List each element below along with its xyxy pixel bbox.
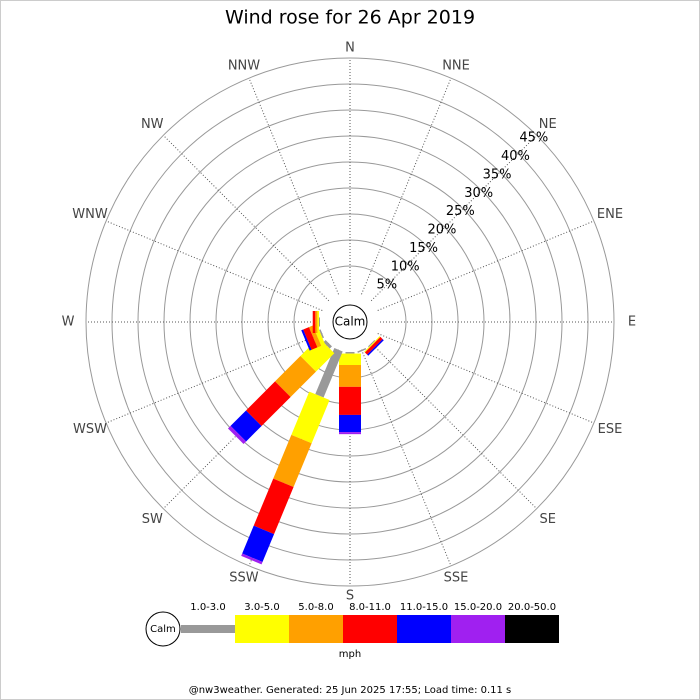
bar-segment [339, 365, 361, 387]
spoke [377, 220, 595, 311]
grid-ring [215, 187, 485, 457]
bar-segment [345, 352, 355, 354]
bar-segment [367, 339, 384, 356]
legend-unit: mph [339, 649, 361, 660]
bar-segment [323, 340, 332, 349]
direction-label: WNW [72, 207, 108, 222]
calm-circle [332, 304, 368, 340]
spoke [162, 134, 330, 302]
direction-label: NNW [228, 59, 260, 74]
direction-label: SW [142, 512, 163, 527]
direction-label: N [345, 41, 355, 56]
bar-segment [339, 386, 361, 415]
spoke [361, 77, 452, 295]
legend-calm-label: Calm [150, 624, 176, 635]
r-tick-label: 40% [501, 149, 530, 164]
legend-swatch [505, 615, 559, 643]
bar-segment [339, 414, 361, 433]
r-tick-label: 10% [391, 259, 420, 274]
grid-ring [85, 57, 615, 587]
legend-swatch [181, 625, 235, 633]
direction-label: ESE [598, 422, 623, 437]
legend-label: 5.0-8.0 [298, 602, 333, 613]
legend-swatch [289, 615, 343, 643]
legend-swatch [451, 615, 505, 643]
footer: @nw3weather. Generated: 25 Jun 2025 17:5… [189, 685, 512, 696]
bar-segment [315, 347, 343, 398]
bar-segment [317, 311, 319, 333]
spoke [370, 342, 538, 510]
legend-label: 1.0-3.0 [190, 602, 225, 613]
bar-segment [242, 525, 275, 562]
direction-label: W [62, 315, 75, 330]
direction-label: NW [141, 117, 164, 132]
spoke [370, 134, 538, 302]
bar-segment [273, 434, 312, 488]
bar-segment [227, 425, 247, 445]
bar-segment [319, 329, 325, 339]
bar-segment [312, 311, 316, 333]
bar-segment [364, 336, 381, 353]
spoke [105, 333, 323, 424]
direction-label: NE [539, 117, 557, 132]
r-tick-label: 30% [464, 186, 493, 201]
spoke [361, 349, 452, 567]
bar-segment [275, 356, 316, 397]
bar-segment [318, 317, 320, 327]
direction-label: NNE [442, 59, 470, 74]
bar-segment [245, 381, 291, 427]
r-tick-label: 5% [376, 278, 397, 293]
bar-segment [339, 353, 361, 365]
bar-segment [301, 329, 312, 351]
legend-label: 11.0-15.0 [400, 602, 448, 613]
bar-segment [300, 337, 335, 372]
legend-label: 3.0-5.0 [244, 602, 279, 613]
bar-segment [368, 340, 376, 348]
legend-swatch [343, 615, 397, 643]
r-tick-label: 25% [446, 204, 475, 219]
bar-segment [364, 336, 383, 355]
direction-label: SE [540, 512, 556, 527]
r-tick-label: 15% [409, 241, 438, 256]
spoke [248, 77, 339, 295]
direction-label: E [628, 315, 636, 330]
bar-segment [253, 478, 294, 535]
legend-label: 20.0-50.0 [508, 602, 556, 613]
direction-label: WSW [73, 422, 107, 437]
direction-label: SSE [444, 570, 469, 585]
direction-label: SSW [229, 570, 259, 585]
bar-segment [339, 432, 361, 435]
r-tick-label: 20% [427, 223, 456, 238]
calm-label: Calm [335, 315, 366, 329]
r-tick-label: 35% [483, 167, 512, 182]
legend-label: 8.0-11.0 [349, 602, 391, 613]
bar-segment [315, 311, 318, 333]
bar-segment [357, 347, 367, 353]
legend-swatch [397, 615, 451, 643]
spoke [105, 220, 323, 311]
legend-swatch [235, 615, 289, 643]
direction-label: S [346, 589, 354, 604]
legend-label: 15.0-20.0 [454, 602, 502, 613]
grid-ring [137, 109, 563, 535]
spoke [377, 333, 595, 424]
direction-label: ENE [597, 207, 623, 222]
bar-segment [308, 325, 322, 348]
bar-segment [241, 553, 263, 565]
bar-segment [230, 410, 262, 442]
r-tick-label: 45% [519, 131, 548, 146]
bar-segment [303, 327, 318, 350]
bar-segment [291, 391, 330, 444]
legend-calm [145, 611, 181, 647]
chart-title: Wind rose for 26 Apr 2019 [225, 7, 475, 29]
